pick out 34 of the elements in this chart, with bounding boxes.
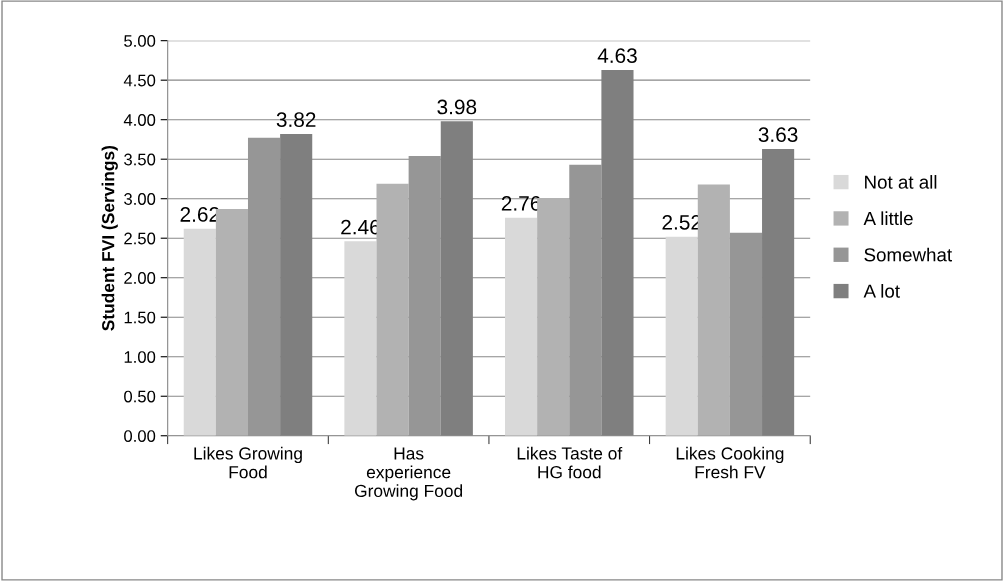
legend-label: A lot [863,284,900,298]
y-tick-label: 3.00 [124,193,156,205]
y-tick-label: 5.00 [124,35,156,47]
y-axis-title: Student FVI (Servings) [101,145,118,331]
legend-label: Somewhat [864,247,952,262]
bar [183,228,216,436]
y-tick-label: 4.00 [123,114,156,126]
bar [665,236,698,436]
y-tick-label: 0.00 [124,430,156,442]
y-tick-label: 2.50 [124,232,156,245]
bar [697,184,730,436]
legend-label: A little [863,211,913,226]
y-tick-label: 2.00 [124,272,156,284]
bar [408,156,441,436]
x-tick-label: Likes Cooking Fresh FV [676,446,784,479]
data-label: 3.98 [437,99,477,115]
y-tick-label: 3.50 [124,153,156,166]
bar [344,241,377,436]
bar [505,217,538,436]
y-tick-label: 0.50 [124,390,156,403]
bar [569,164,602,436]
data-label: 3.63 [758,127,798,143]
bar [376,183,409,436]
x-tick-label: Has experience Growing Food [354,447,463,501]
y-tick-label: 4.50 [123,74,156,87]
x-tick-label: Likes Taste of HG food [517,446,623,479]
y-tick-label: 1.00 [124,351,156,363]
data-label: 3.82 [276,112,316,128]
legend-label: Not at all [865,175,937,189]
data-label: 4.63 [597,48,637,64]
bar [247,137,281,436]
bar [729,232,763,436]
x-tick-label: Likes Growing Food [194,446,302,479]
y-tick-label: 1.50 [124,311,156,324]
